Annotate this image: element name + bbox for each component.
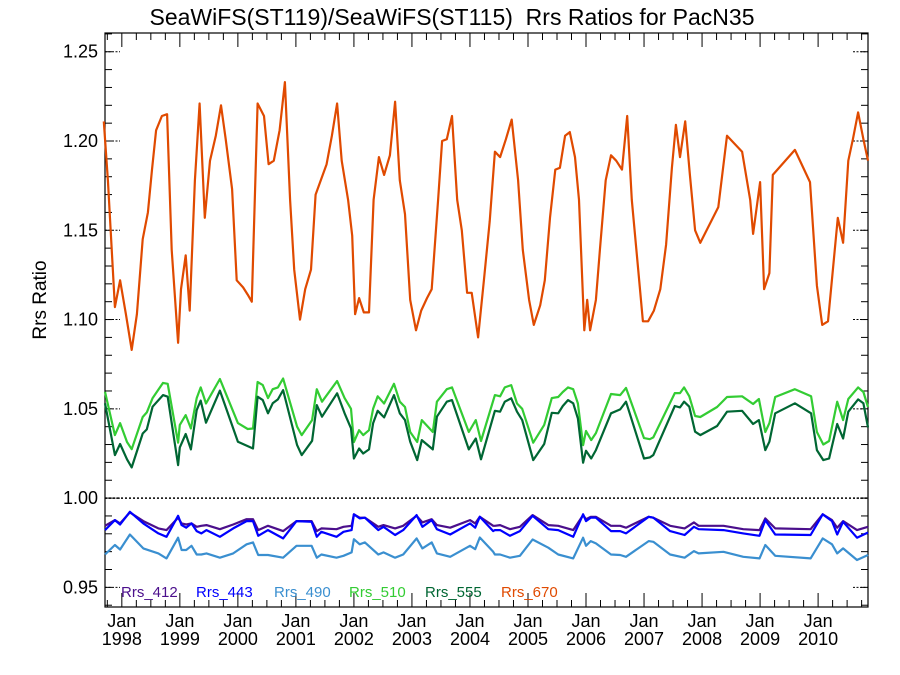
x-tick-year-label: 2009 — [740, 629, 780, 649]
x-tick-month-label: Jan — [571, 611, 600, 631]
x-tick-month-label: Jan — [630, 611, 659, 631]
x-tick-month-label: Jan — [339, 611, 368, 631]
axes-layer: 0.951.001.051.101.151.201.25Jan1998Jan19… — [63, 32, 869, 649]
y-tick-label: 1.20 — [63, 131, 98, 151]
legend-entry-rrs-670: Rrs_670 — [501, 584, 558, 601]
x-tick-year-label: 2002 — [334, 629, 374, 649]
x-tick-year-label: 2010 — [798, 629, 838, 649]
x-tick-year-label: 2007 — [624, 629, 664, 649]
x-tick-year-label: 2000 — [218, 629, 258, 649]
chart-title: SeaWiFS(ST119)/SeaWiFS(ST115) Rrs Ratios… — [150, 4, 755, 30]
legend: Rrs_412 Rrs_443 Rrs_490 Rrs_510 Rrs_555 Rrs_6… — [121, 584, 558, 601]
x-tick-year-label: 1998 — [102, 629, 142, 649]
x-tick-month-label: Jan — [688, 611, 717, 631]
legend-entry-rrs-490: Rrs_490 — [274, 584, 331, 601]
y-tick-label: 1.25 — [63, 42, 98, 62]
x-tick-year-label: 2008 — [682, 629, 722, 649]
x-tick-year-label: 2005 — [508, 629, 548, 649]
x-tick-month-label: Jan — [397, 611, 426, 631]
series-layer — [102, 80, 870, 562]
x-tick-month-label: Jan — [107, 611, 136, 631]
series-line-rrs-443 — [104, 510, 869, 540]
x-tick-year-label: 1999 — [160, 629, 200, 649]
y-axis-label: Rrs Ratio — [30, 260, 51, 339]
y-tick-label: 1.00 — [63, 488, 98, 508]
x-tick-month-label: Jan — [804, 611, 833, 631]
series-line-rrs-510 — [103, 377, 870, 451]
series-line-rrs-670 — [102, 80, 870, 351]
x-tick-month-label: Jan — [223, 611, 252, 631]
x-tick-month-label: Jan — [513, 611, 542, 631]
x-tick-year-label: 2003 — [392, 629, 432, 649]
series-line-rrs-412 — [104, 511, 869, 533]
y-tick-label: 1.10 — [63, 310, 98, 330]
x-tick-year-label: 2004 — [450, 629, 490, 649]
x-tick-month-label: Jan — [746, 611, 775, 631]
legend-entry-rrs-555: Rrs_555 — [425, 584, 482, 601]
x-tick-month-label: Jan — [455, 611, 484, 631]
legend-entry-rrs-412: Rrs_412 — [121, 584, 178, 601]
legend-entry-rrs-443: Rrs_443 — [196, 584, 253, 601]
x-tick-year-label: 2001 — [276, 629, 316, 649]
series-line-rrs-555 — [103, 389, 870, 469]
legend-entry-rrs-510: Rrs_510 — [349, 584, 406, 601]
x-tick-year-label: 2006 — [566, 629, 606, 649]
y-tick-label: 1.15 — [63, 220, 98, 240]
y-tick-label: 0.95 — [63, 577, 98, 597]
series-line-rrs-490 — [104, 533, 869, 562]
x-tick-month-label: Jan — [165, 611, 194, 631]
y-tick-label: 1.05 — [63, 399, 98, 419]
x-tick-month-label: Jan — [281, 611, 310, 631]
